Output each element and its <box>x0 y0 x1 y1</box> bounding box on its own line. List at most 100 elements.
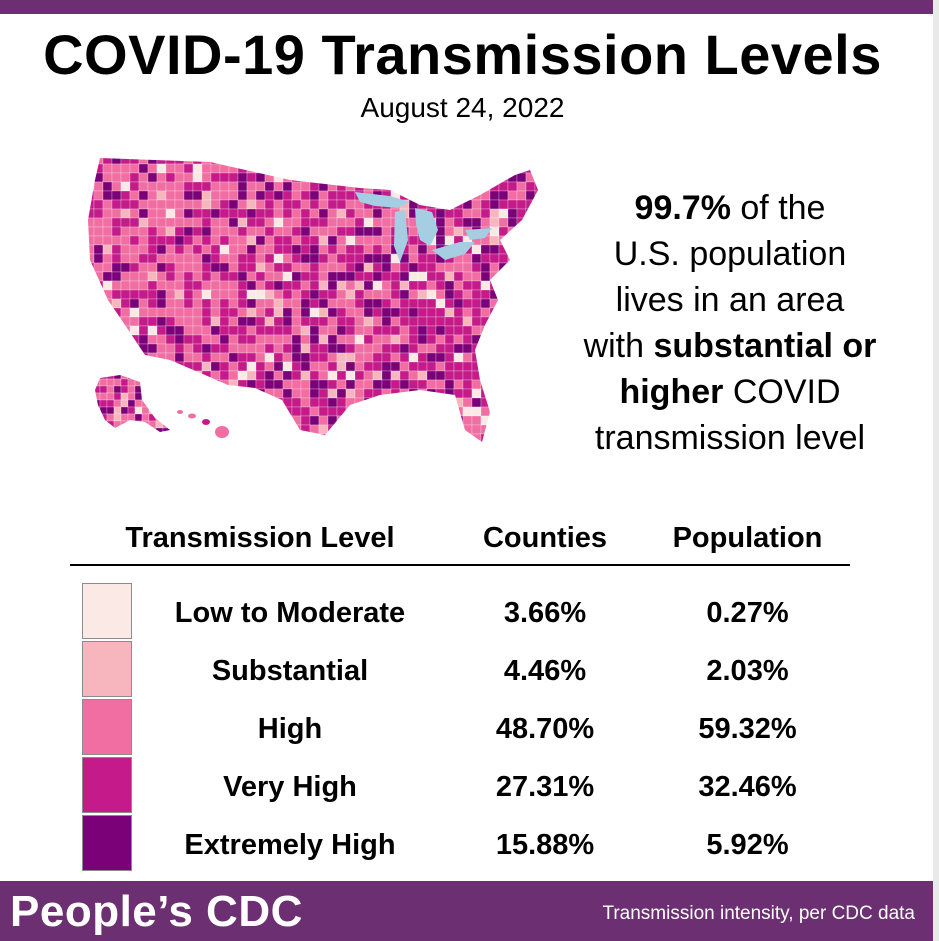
county-cell <box>372 217 383 228</box>
county-cell <box>93 199 104 210</box>
county-cell <box>507 388 518 399</box>
county-cell <box>444 181 455 192</box>
county-cell <box>192 262 203 273</box>
county-cell <box>93 253 104 264</box>
county-cell <box>444 325 455 336</box>
county-cell <box>534 298 538 309</box>
county-cell <box>345 406 356 417</box>
county-cell <box>219 379 230 390</box>
county-cell <box>183 397 194 408</box>
county-cell <box>138 262 149 273</box>
county-cell <box>534 370 538 381</box>
county-cell <box>201 271 212 282</box>
county-cell <box>282 388 293 399</box>
county-cell <box>99 420 108 429</box>
population-cell: 0.27% <box>706 597 789 629</box>
county-cell <box>201 226 212 237</box>
county-cell <box>282 172 293 183</box>
county-cell <box>471 280 482 291</box>
county-cell <box>534 334 538 345</box>
county-cell <box>480 397 491 408</box>
county-cell <box>264 226 275 237</box>
county-cell <box>228 199 239 210</box>
county-cell <box>291 253 302 264</box>
county-cell <box>246 370 257 381</box>
county-cell <box>399 163 410 174</box>
county-cell <box>363 262 374 273</box>
county-cell <box>88 262 95 273</box>
county-cell <box>201 379 212 390</box>
county-cell <box>138 235 149 246</box>
county-cell <box>363 370 374 381</box>
county-cell <box>183 253 194 264</box>
county-cell <box>148 413 157 422</box>
county-cell <box>165 415 176 426</box>
county-cell <box>228 217 239 228</box>
county-cell <box>93 307 104 318</box>
county-cell <box>399 307 410 318</box>
county-cell <box>471 190 482 201</box>
county-cell <box>88 397 95 408</box>
county-cell <box>390 289 401 300</box>
county-cell <box>372 433 383 442</box>
county-cell <box>354 244 365 255</box>
county-cell <box>192 226 203 237</box>
county-cell <box>346 443 355 452</box>
county-cell <box>309 280 320 291</box>
county-cell <box>88 244 95 255</box>
county-cell <box>535 443 544 452</box>
county-cell <box>462 316 473 327</box>
county-cell <box>426 343 437 354</box>
county-cell <box>183 208 194 219</box>
county-cell <box>408 361 419 372</box>
county-cell <box>525 424 536 435</box>
county-cell <box>327 235 338 246</box>
county-cell <box>183 433 194 442</box>
county-cell <box>435 334 446 345</box>
county-cell <box>264 424 275 435</box>
county-cell <box>129 172 140 183</box>
county-cell <box>282 334 293 345</box>
county-cell <box>354 388 365 399</box>
county-cell <box>201 397 212 408</box>
county-cell <box>210 298 221 309</box>
county-cell <box>162 375 170 380</box>
county-cell <box>246 163 257 174</box>
county-cell <box>174 172 185 183</box>
county-cell <box>192 158 203 165</box>
county-cell <box>318 352 329 363</box>
county-cell <box>228 298 239 309</box>
county-cell <box>111 235 122 246</box>
county-cell <box>408 334 419 345</box>
county-cell <box>507 289 518 300</box>
county-cell <box>155 427 164 432</box>
county-cell <box>156 199 167 210</box>
county-cell <box>525 415 536 426</box>
county-cell <box>120 433 131 442</box>
county-cell <box>183 271 194 282</box>
county-cell <box>127 399 136 408</box>
county-cell <box>471 397 482 408</box>
stat-bold-phrase: substantial or <box>653 327 877 365</box>
county-cell <box>291 163 302 174</box>
county-cell <box>336 253 347 264</box>
county-cell <box>264 325 275 336</box>
county-cell <box>291 271 302 282</box>
county-cell <box>156 163 167 174</box>
county-cell <box>93 316 104 327</box>
county-cell <box>95 413 101 422</box>
county-cell <box>525 298 536 309</box>
county-cell <box>516 244 527 255</box>
county-cell <box>120 406 129 415</box>
county-cell <box>498 235 509 246</box>
county-cell <box>480 217 491 228</box>
county-cell <box>471 217 482 228</box>
county-cell <box>210 406 221 417</box>
county-cell <box>525 379 536 390</box>
county-cell <box>462 361 473 372</box>
county-cell <box>102 181 113 192</box>
county-cell <box>327 433 338 442</box>
county-cell <box>148 406 157 415</box>
county-cell <box>210 289 221 300</box>
county-cell <box>183 172 194 183</box>
